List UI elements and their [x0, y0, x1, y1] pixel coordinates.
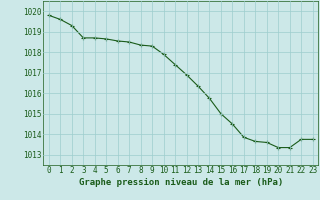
X-axis label: Graphe pression niveau de la mer (hPa): Graphe pression niveau de la mer (hPa) — [79, 178, 283, 187]
